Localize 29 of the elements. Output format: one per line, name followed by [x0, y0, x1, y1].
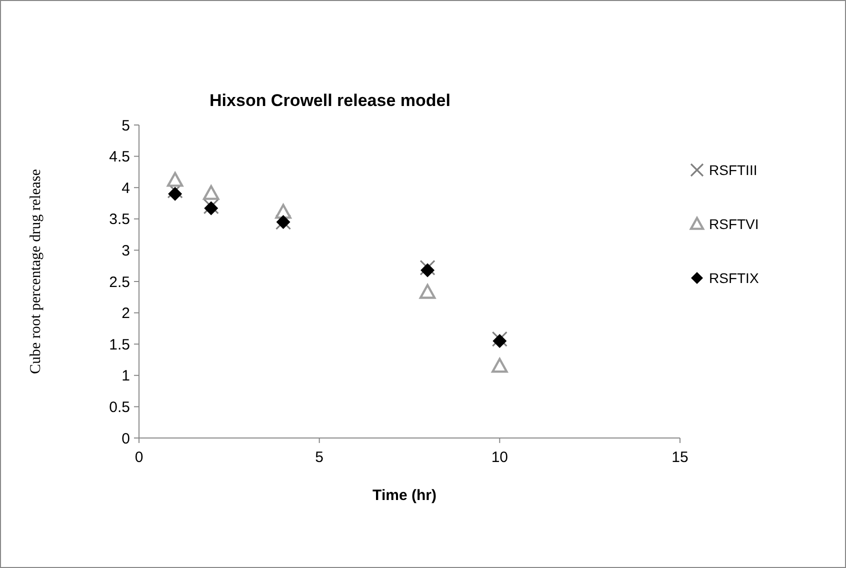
- point: [419, 284, 436, 299]
- legend-label: RSFTVI: [709, 216, 759, 232]
- point: [166, 172, 184, 187]
- y-tick-label: 4: [122, 180, 130, 197]
- point: [492, 358, 508, 373]
- legend-label: RSFTIX: [709, 270, 760, 286]
- y-tick-label: 1.5: [109, 336, 130, 354]
- point: [275, 204, 292, 219]
- y-tick-label: 3: [122, 242, 130, 260]
- x-tick-label: 5: [315, 449, 324, 466]
- y-tick-label: 4.5: [109, 148, 130, 166]
- point: [420, 260, 436, 276]
- point: [168, 186, 182, 201]
- y-tick-label: 1: [122, 368, 130, 385]
- chart-title: Hixson Crowell release model: [210, 91, 450, 110]
- y-tick-label: 0: [122, 430, 130, 448]
- point: [203, 185, 220, 200]
- y-tick-label: 3.5: [109, 211, 130, 228]
- point: [420, 263, 435, 278]
- x-tick-label: 15: [672, 449, 688, 466]
- x-tick-label: 0: [134, 449, 144, 466]
- x-tick-label: 10: [491, 449, 508, 466]
- y-tick-label: 0.5: [109, 398, 130, 416]
- legend-label: RSFTIII: [709, 162, 758, 178]
- y-tick-label: 2: [122, 305, 130, 322]
- y-tick-label: 5: [122, 117, 130, 134]
- x-axis-title: Time (hr): [372, 487, 436, 504]
- y-axis-title: Cube root percentage drug release: [28, 168, 44, 374]
- y-tick-label: 2.5: [109, 274, 130, 291]
